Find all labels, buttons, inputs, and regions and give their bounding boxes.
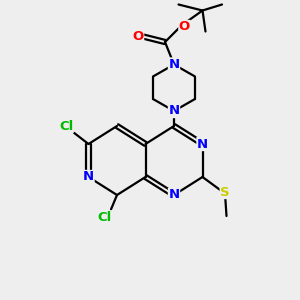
Text: O: O: [132, 29, 144, 43]
Text: Cl: Cl: [59, 119, 73, 133]
Text: N: N: [197, 137, 208, 151]
Text: N: N: [168, 104, 180, 118]
Text: N: N: [83, 170, 94, 184]
Text: O: O: [179, 20, 190, 34]
Text: N: N: [168, 188, 180, 202]
Text: Cl: Cl: [98, 211, 112, 224]
Text: N: N: [168, 58, 180, 71]
Text: S: S: [220, 185, 230, 199]
